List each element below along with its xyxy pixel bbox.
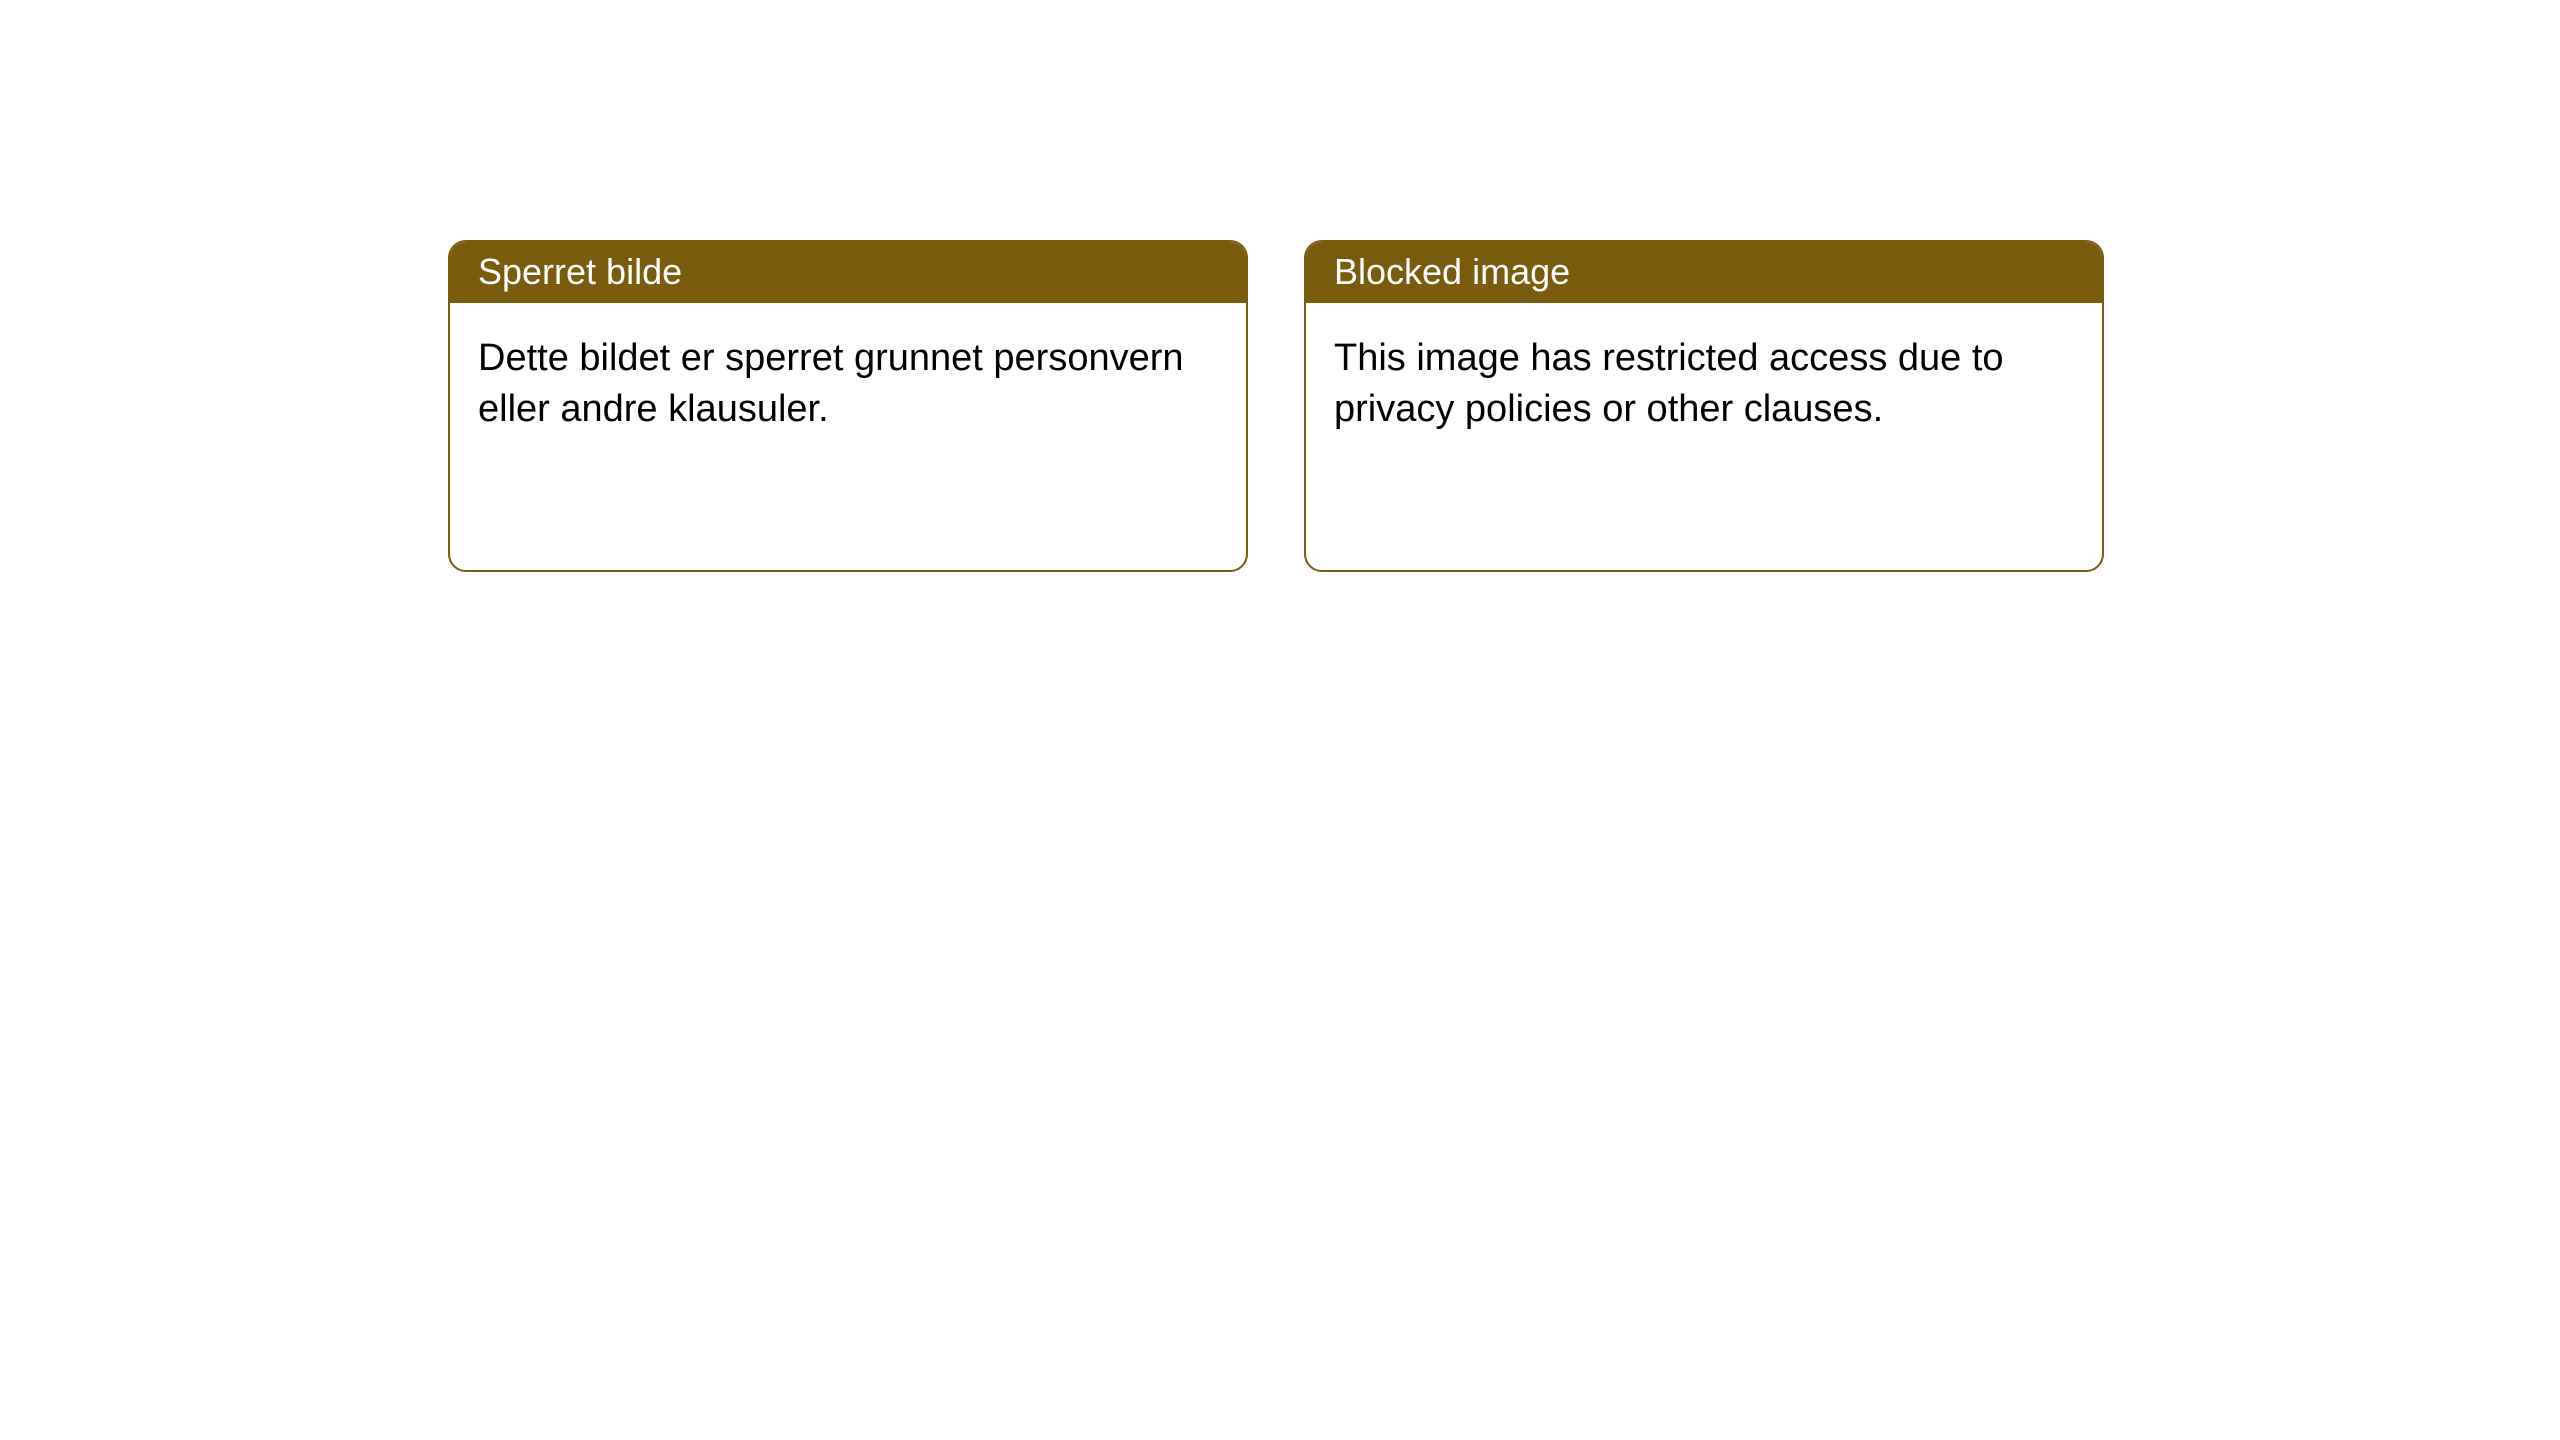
blocked-image-card-no: Sperret bilde Dette bildet er sperret gr…: [448, 240, 1248, 572]
card-body-no: Dette bildet er sperret grunnet personve…: [450, 303, 1246, 466]
card-title-en: Blocked image: [1306, 242, 2102, 303]
card-body-en: This image has restricted access due to …: [1306, 303, 2102, 466]
card-title-no: Sperret bilde: [450, 242, 1246, 303]
notice-cards-row: Sperret bilde Dette bildet er sperret gr…: [0, 0, 2560, 572]
blocked-image-card-en: Blocked image This image has restricted …: [1304, 240, 2104, 572]
